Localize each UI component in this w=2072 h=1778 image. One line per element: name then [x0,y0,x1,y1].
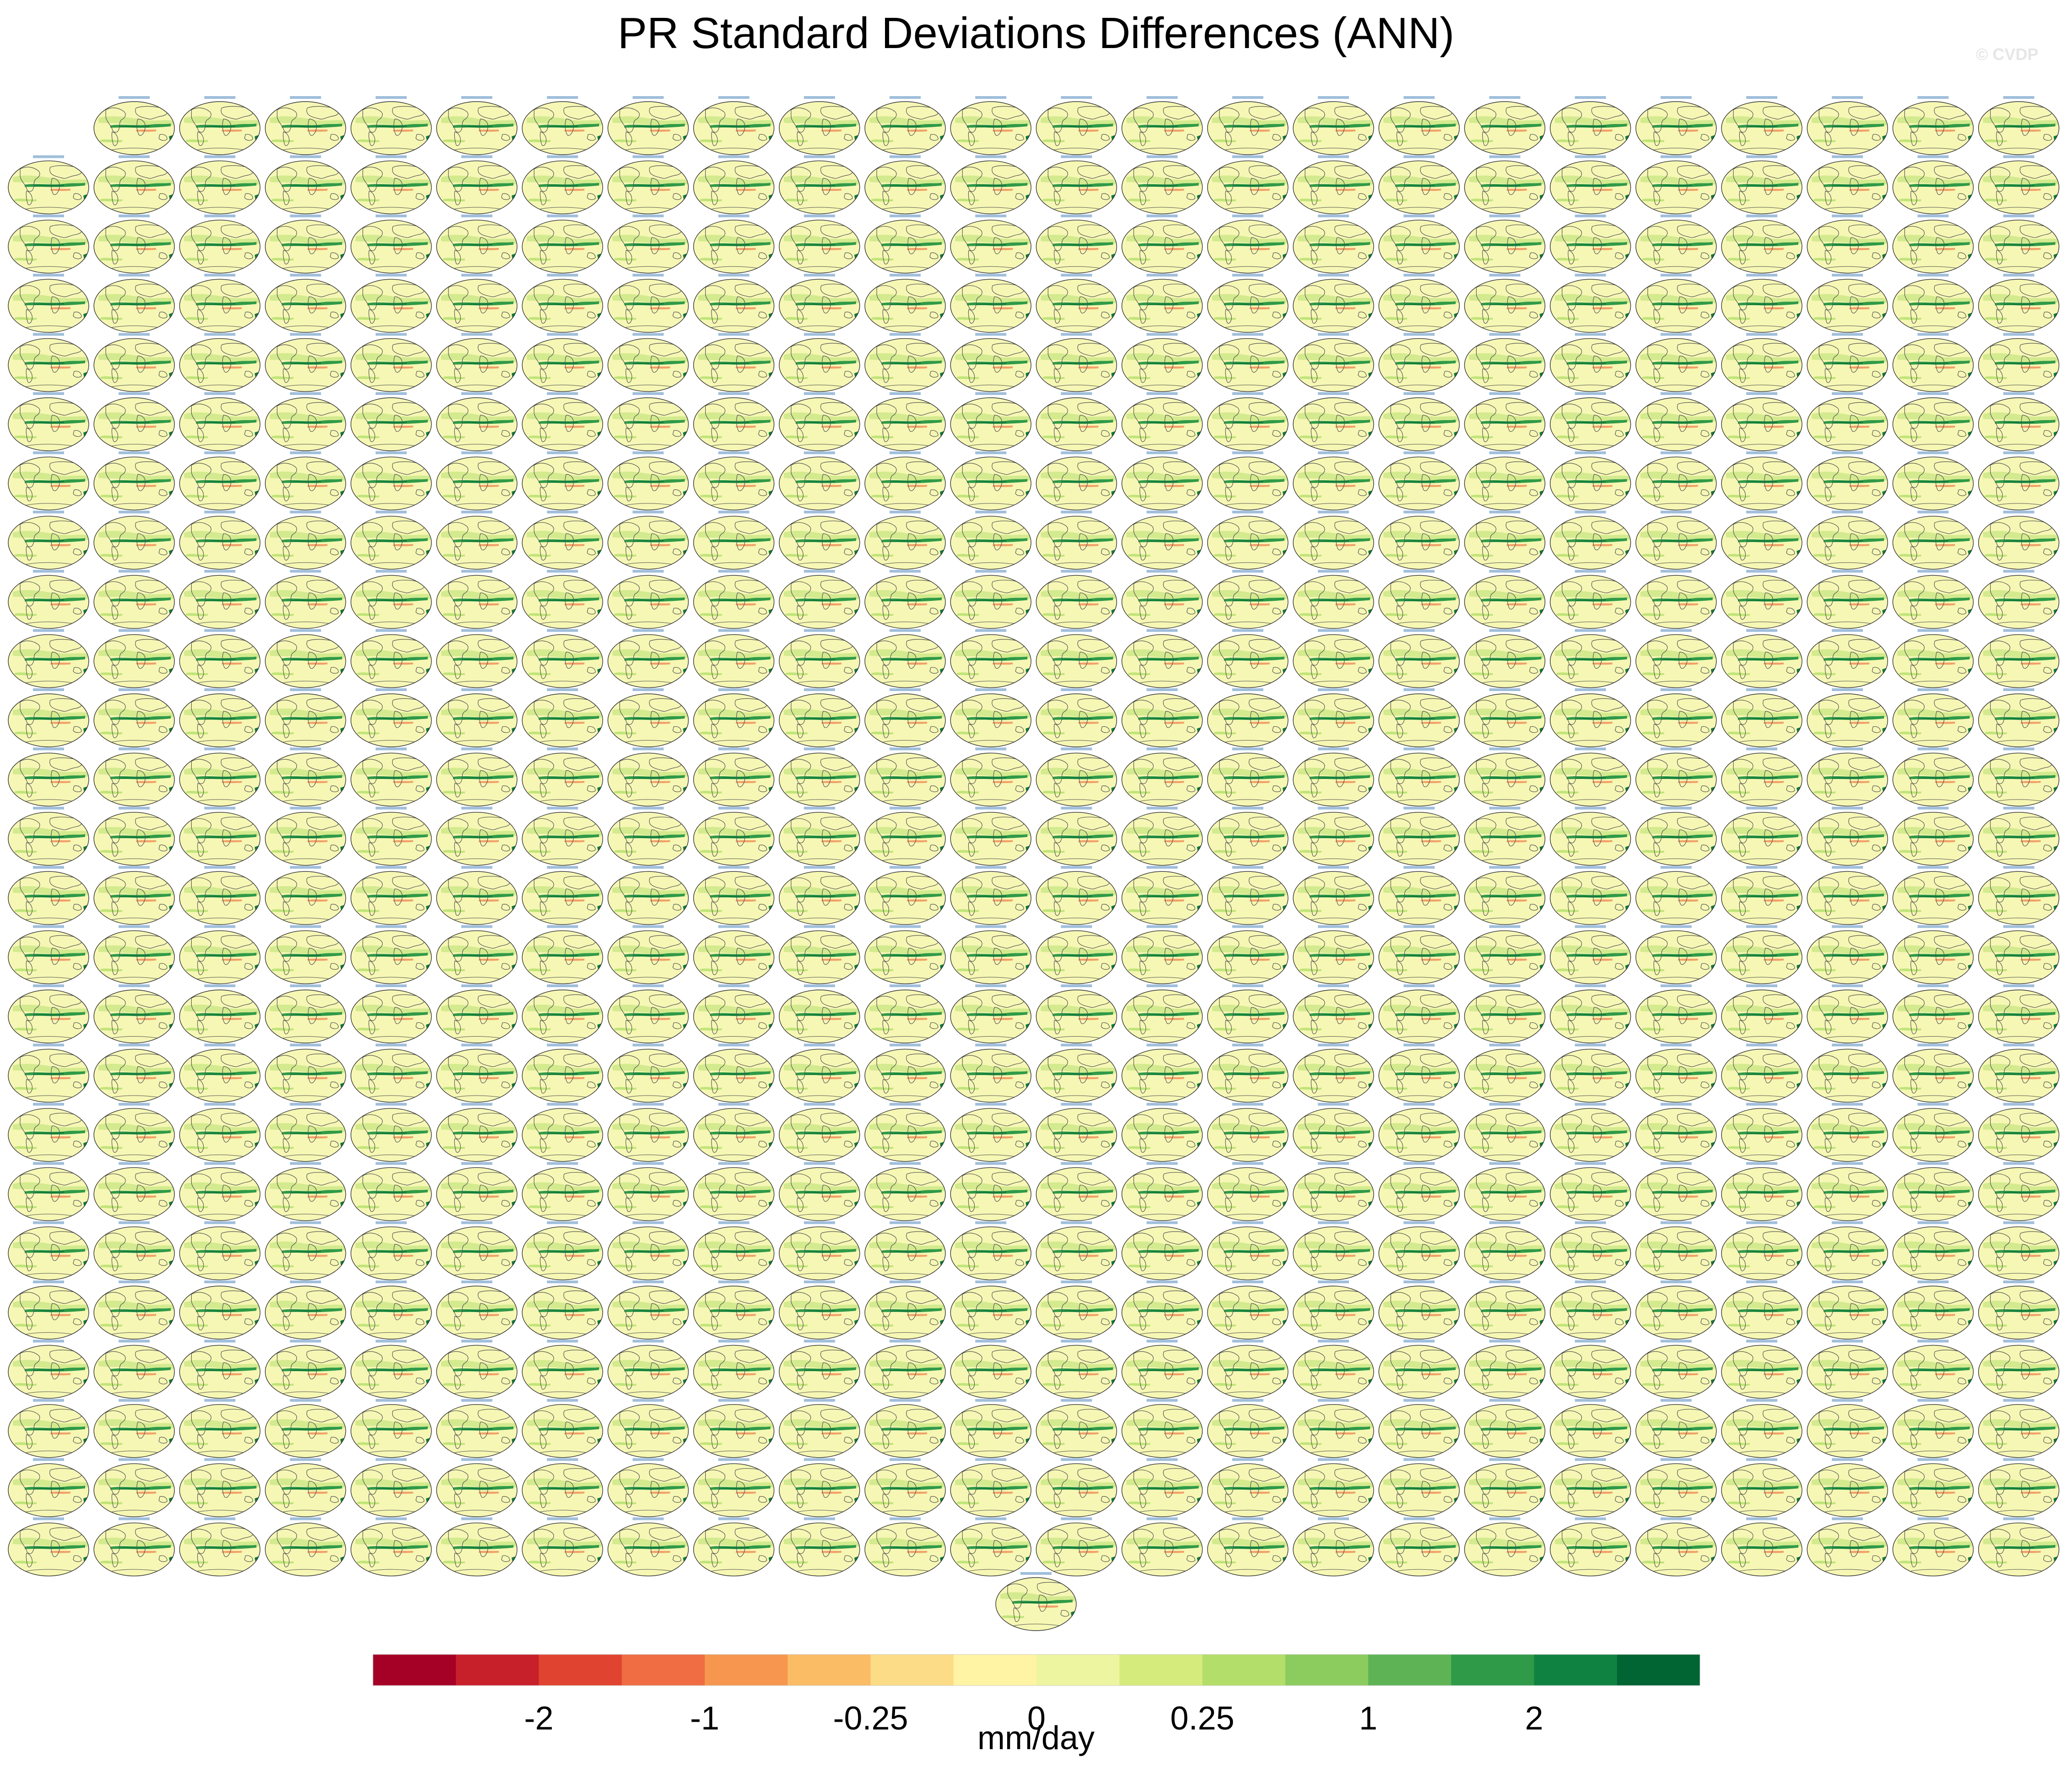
colorbar-box [621,1654,705,1686]
colorbar-tick-label: -0.25 [833,1700,908,1737]
colorbar-box [953,1654,1037,1686]
colorbar-box [373,1654,456,1686]
colorbar-tick-label: 0.25 [1170,1700,1234,1737]
figure-title: PR Standard Deviations Differences (ANN) [617,9,1455,58]
colorbar-box [870,1654,954,1686]
colorbar-box [1617,1654,1700,1686]
colorbar-box [1368,1654,1451,1686]
colorbar-tick-label: 1 [1359,1700,1377,1737]
colorbar-box [1451,1654,1534,1686]
colorbar-box [1534,1654,1618,1686]
colorbar-tick-label: 0 [1027,1700,1046,1737]
watermark: © CVDP [1976,45,2039,64]
colorbar-box [1119,1654,1203,1686]
colorbar-tick-label: -1 [690,1700,719,1737]
colorbar-box [1202,1654,1286,1686]
colorbar-box [1036,1654,1120,1686]
colorbar-box [788,1654,871,1686]
colorbar-box [705,1654,788,1686]
colorbar-box [456,1654,539,1686]
colorbar-box [1285,1654,1369,1686]
colorbar-tick-label: -2 [524,1700,553,1737]
colorbar-units-label: mm/day [977,1720,1095,1756]
colorbar-tick-label: 2 [1525,1700,1543,1737]
colorbar-box [539,1654,622,1686]
